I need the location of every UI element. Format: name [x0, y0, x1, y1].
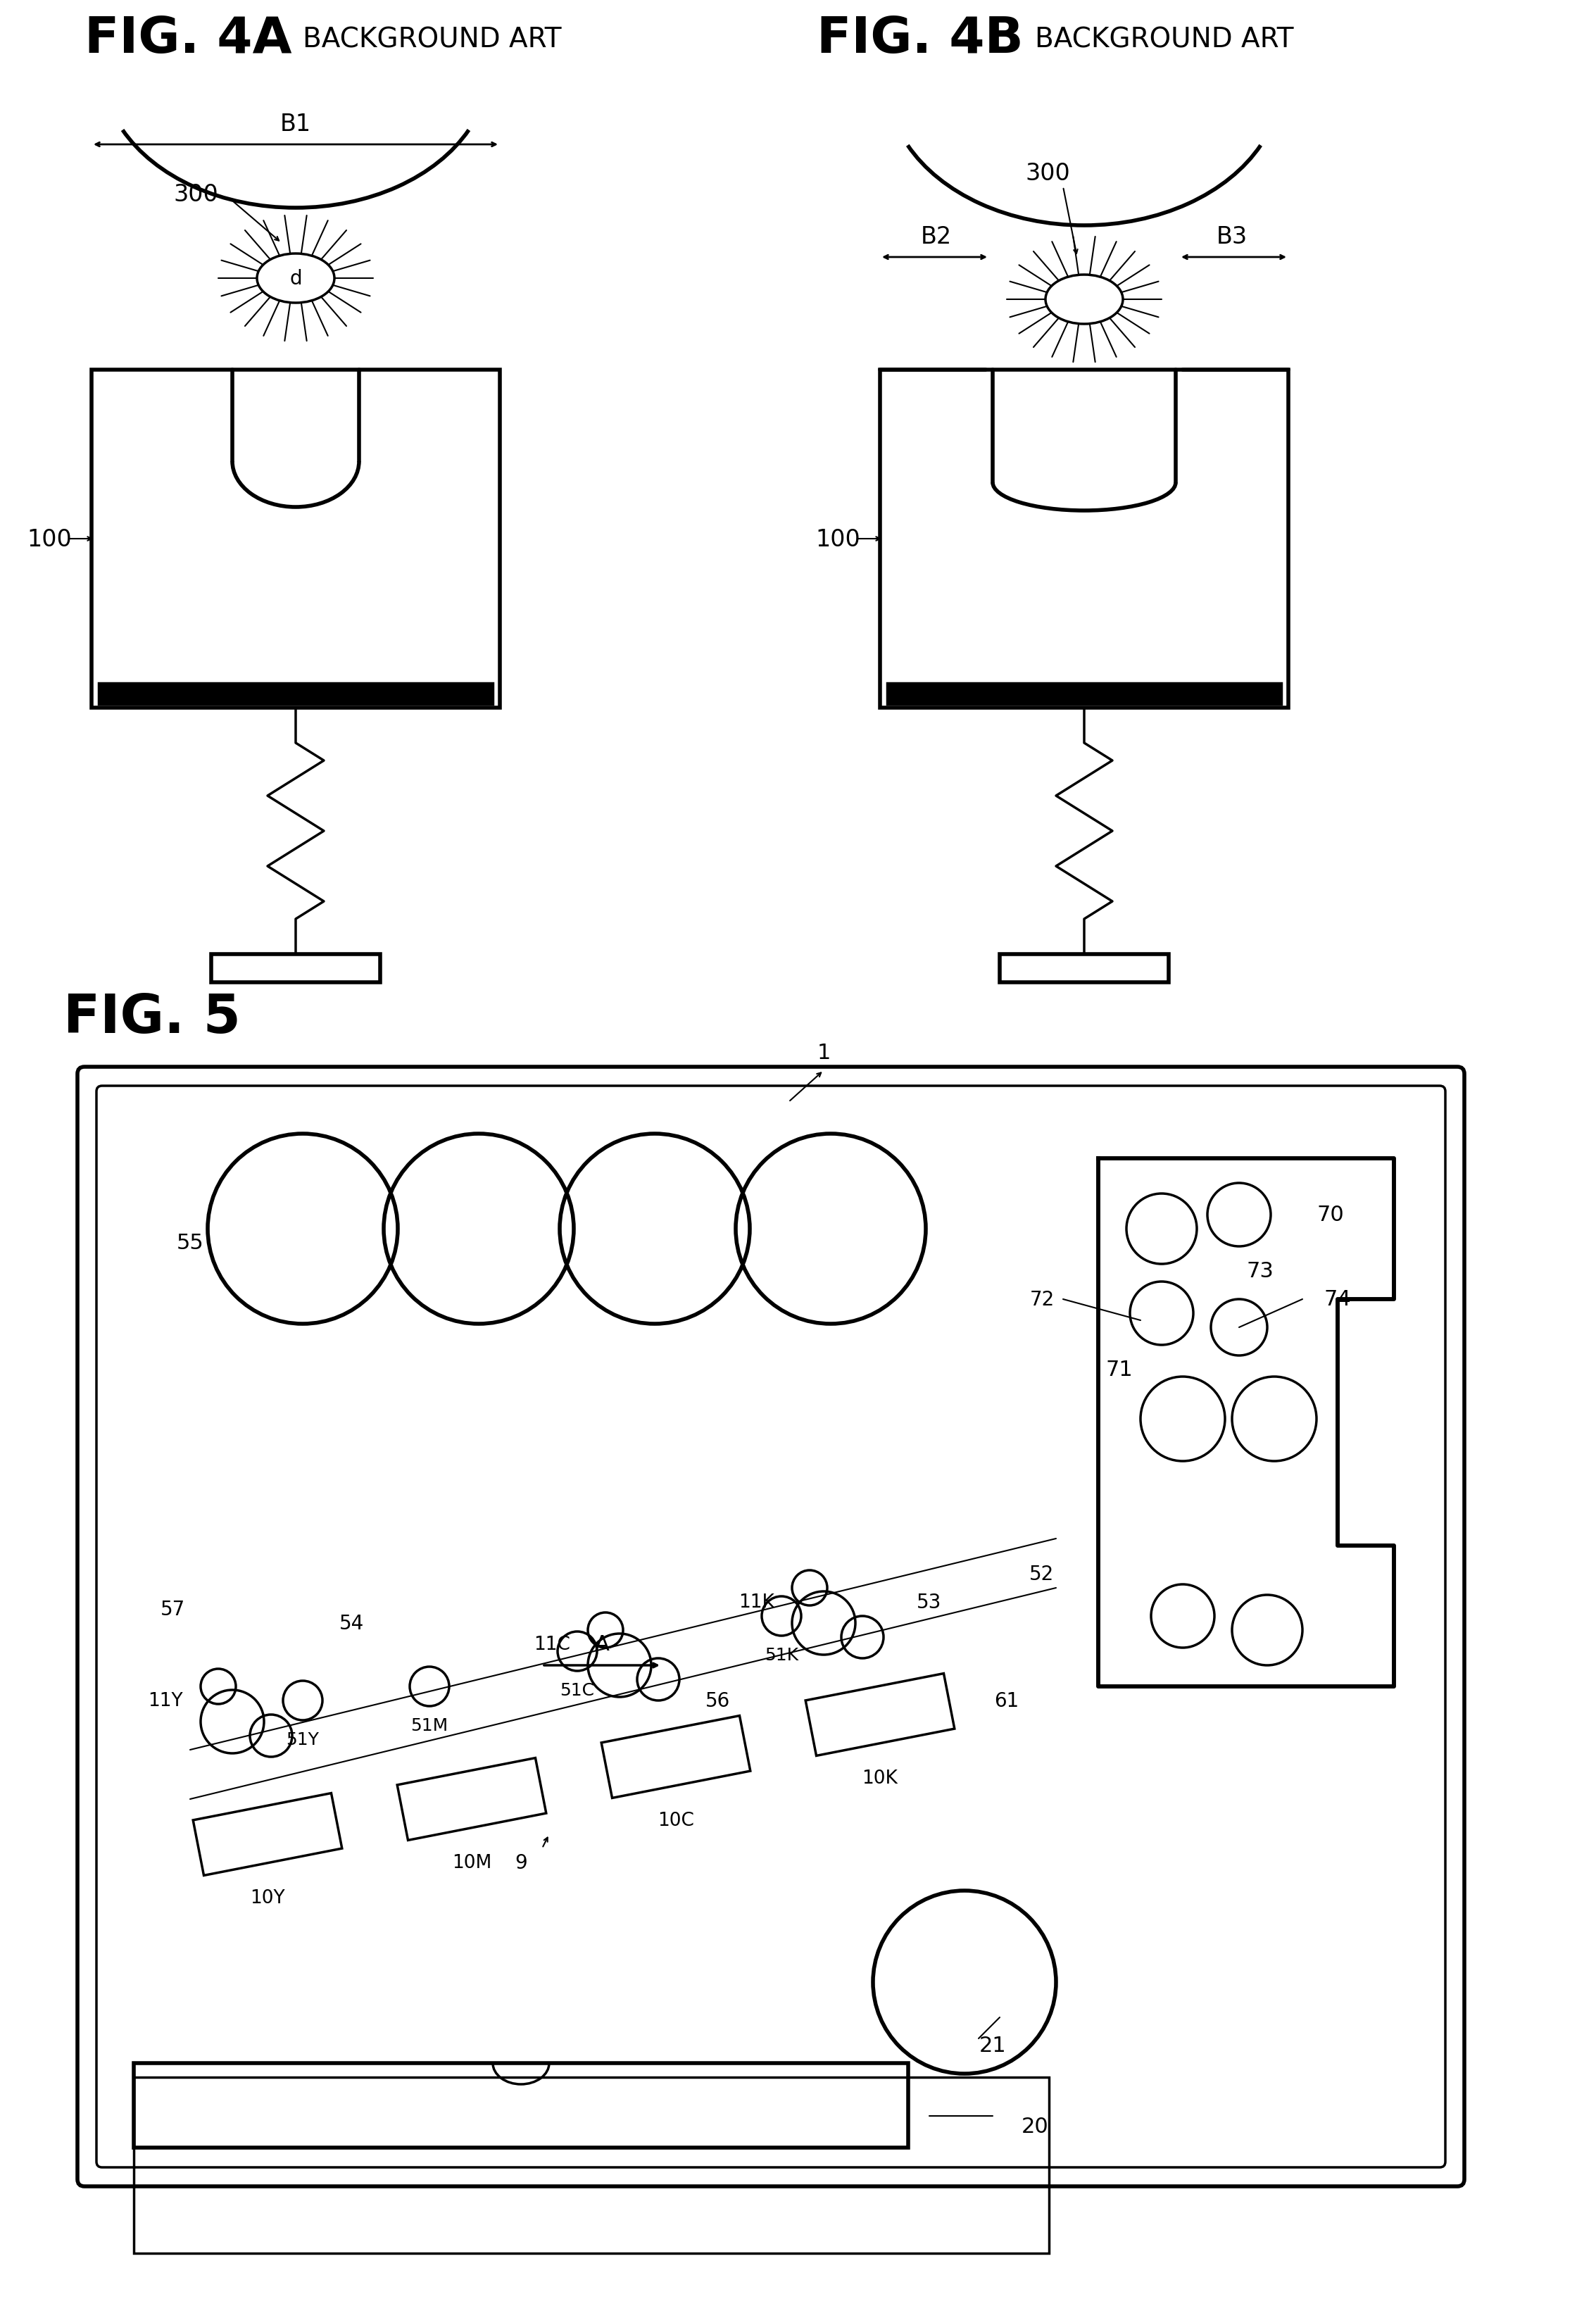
- Text: 52: 52: [1029, 1563, 1055, 1584]
- Text: 100: 100: [816, 526, 860, 552]
- Bar: [134, 2062, 908, 2147]
- Text: FIG. 4B: FIG. 4B: [817, 16, 1023, 64]
- Text: B2: B2: [921, 225, 951, 248]
- Polygon shape: [397, 1759, 546, 1841]
- Text: 11K: 11K: [739, 1593, 774, 1612]
- Text: 71: 71: [1106, 1359, 1133, 1379]
- Text: 300: 300: [1025, 161, 1069, 184]
- FancyBboxPatch shape: [78, 1067, 1465, 2186]
- Text: 55: 55: [177, 1232, 204, 1253]
- Text: 1: 1: [817, 1044, 830, 1062]
- Text: 10C: 10C: [658, 1812, 694, 1830]
- Text: 10K: 10K: [862, 1768, 899, 1786]
- Ellipse shape: [257, 255, 335, 303]
- Text: 73: 73: [1246, 1262, 1274, 1281]
- Text: 11C: 11C: [533, 1635, 570, 1653]
- Text: 51K: 51K: [764, 1646, 798, 1664]
- Text: 10M: 10M: [452, 1853, 492, 1871]
- Text: 51M: 51M: [410, 1717, 448, 1733]
- Text: 300: 300: [174, 182, 219, 207]
- Text: B1: B1: [281, 113, 311, 136]
- Text: 70: 70: [1317, 1205, 1344, 1225]
- Text: 21: 21: [978, 2035, 1007, 2055]
- Text: 53: 53: [916, 1593, 942, 1612]
- Text: 74: 74: [1325, 1290, 1352, 1310]
- Text: 72: 72: [1029, 1290, 1055, 1310]
- Ellipse shape: [1045, 276, 1124, 324]
- Bar: [211, 954, 380, 982]
- Text: d: d: [289, 269, 302, 290]
- Text: FIG. 4A: FIG. 4A: [85, 16, 292, 64]
- Polygon shape: [193, 1793, 342, 1876]
- Polygon shape: [602, 1715, 750, 1798]
- Text: 9: 9: [516, 1853, 527, 1871]
- Bar: [887, 683, 1282, 703]
- Polygon shape: [806, 1674, 954, 1756]
- Text: 57: 57: [160, 1600, 185, 1618]
- Text: 51Y: 51Y: [286, 1731, 319, 1747]
- Text: FIG. 5: FIG. 5: [64, 991, 241, 1044]
- Polygon shape: [1098, 1159, 1393, 1687]
- Text: A: A: [595, 1635, 610, 1655]
- Bar: [879, 370, 1288, 708]
- Text: BACKGROUND ART: BACKGROUND ART: [303, 25, 562, 53]
- Text: 20: 20: [1021, 2117, 1049, 2136]
- Text: B3: B3: [1216, 225, 1248, 248]
- Bar: [999, 954, 1168, 982]
- Text: 51C: 51C: [560, 1681, 595, 1699]
- Text: BACKGROUND ART: BACKGROUND ART: [1034, 25, 1294, 53]
- Text: 11Y: 11Y: [148, 1692, 184, 1710]
- Text: 61: 61: [994, 1690, 1020, 1710]
- Bar: [99, 683, 493, 703]
- Text: 100: 100: [27, 526, 72, 552]
- Text: 54: 54: [340, 1614, 364, 1632]
- Bar: [91, 370, 500, 708]
- Text: 10Y: 10Y: [251, 1887, 286, 1906]
- Text: 56: 56: [705, 1690, 731, 1710]
- Bar: [134, 2078, 1049, 2253]
